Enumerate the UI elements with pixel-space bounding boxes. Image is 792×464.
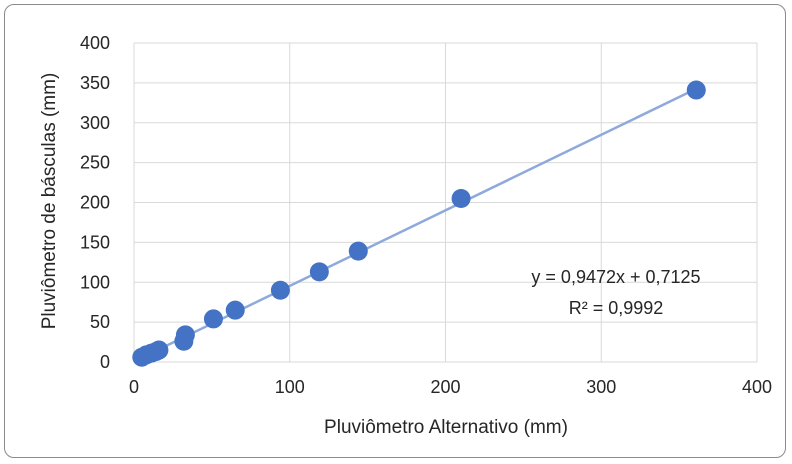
data-point	[175, 325, 195, 345]
trendline-equation: y = 0,9472x + 0,7125	[531, 267, 700, 287]
y-tick-label: 150	[80, 232, 110, 252]
gridlines	[133, 42, 758, 363]
data-point	[686, 80, 706, 100]
data-point	[309, 262, 329, 282]
y-tick-label: 400	[80, 33, 110, 53]
y-tick-label: 250	[80, 153, 110, 173]
x-tick-label: 200	[430, 377, 460, 397]
x-tick-label: 100	[275, 377, 305, 397]
x-tick-label: 300	[586, 377, 616, 397]
tick-labels: 0 100 200 300 400 0 50 100 150 200 250 300 350 400	[80, 33, 772, 397]
x-tick-label: 0	[129, 377, 139, 397]
x-axis-title: Pluviômetro Alternativo (mm)	[324, 417, 568, 438]
data-point	[203, 309, 223, 329]
y-tick-label: 100	[80, 272, 110, 292]
x-tick-label: 400	[742, 377, 772, 397]
trendline-r-squared: R² = 0,9992	[569, 298, 664, 318]
data-point	[149, 340, 169, 360]
data-point	[451, 189, 471, 209]
data-points	[132, 80, 706, 367]
y-tick-label: 350	[80, 73, 110, 93]
data-point	[348, 241, 368, 261]
data-point	[225, 300, 245, 320]
y-tick-label: 50	[90, 312, 110, 332]
data-point	[270, 280, 290, 300]
y-axis-title: Pluviômetro de básculas (mm)	[39, 73, 60, 330]
y-tick-label: 300	[80, 113, 110, 133]
y-tick-label: 0	[100, 352, 110, 372]
y-tick-label: 200	[80, 193, 110, 213]
